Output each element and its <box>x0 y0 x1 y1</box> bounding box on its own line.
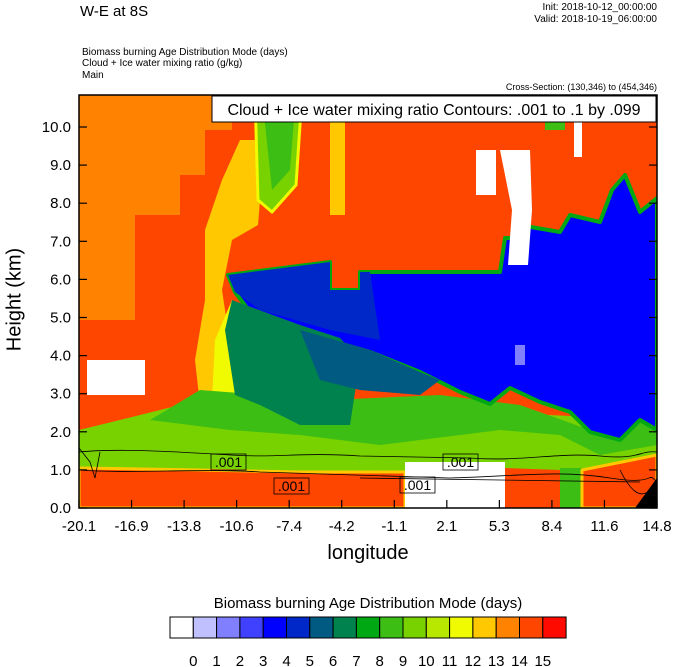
colorbar-box <box>472 616 497 639</box>
colorbar-box <box>192 616 218 639</box>
y-tick-label: 6.0 <box>50 271 71 288</box>
x-tick-label: -7.4 <box>276 518 302 535</box>
colorbar-label: 8 <box>376 653 384 667</box>
field-region-boundary-green <box>560 468 582 508</box>
x-tick-label: 14.8 <box>642 518 671 535</box>
contour-label: .001 <box>404 477 431 493</box>
field-region-white-top <box>574 122 582 157</box>
contour-label-box <box>273 477 310 495</box>
y-tick-label: 3.0 <box>50 386 71 403</box>
subtitle-mode: Biomass burning Age Distribution Mode (d… <box>82 47 288 58</box>
field-region-5-6 <box>300 330 440 395</box>
contour-label-box <box>399 476 436 494</box>
colorbar-label: 6 <box>329 653 337 667</box>
plot-frame <box>78 94 658 509</box>
cross-section-label: Cross-Section: (130,346) to (454,346) <box>505 82 657 92</box>
y-tick-label: 10.0 <box>42 119 71 136</box>
x-axis-title: longitude <box>327 542 409 564</box>
contour-label: .001 <box>447 454 474 470</box>
colorbar-label: 11 <box>442 653 458 667</box>
subtitle-cloud: Cloud + Ice water mixing ratio (g/kg) <box>82 58 243 69</box>
colorbar-box <box>286 616 311 639</box>
x-tick-label: -13.8 <box>167 518 201 535</box>
colorbar-box <box>519 616 544 639</box>
x-tick-label: -16.9 <box>114 518 148 535</box>
x-tick-label: -1.1 <box>381 518 407 535</box>
colorbar-label: 3 <box>259 653 267 667</box>
x-tick-label: 5.3 <box>489 518 510 535</box>
contour-line <box>79 449 657 460</box>
contour-line <box>359 477 641 483</box>
x-tick-label: 2.1 <box>436 518 457 535</box>
contour-label-box <box>210 453 247 471</box>
colorbar-box <box>495 616 521 639</box>
field-region-6-7 <box>225 300 360 425</box>
x-tick-label: 11.6 <box>590 518 618 535</box>
colorbar-label: 9 <box>399 653 407 667</box>
colorbar-box <box>262 616 288 639</box>
colorbar-label: 0 <box>189 653 197 667</box>
colorbar-box <box>355 616 381 639</box>
field-region-patch <box>330 100 345 215</box>
valid-time: Valid: 2018-10-19_06:00:00 <box>534 14 657 25</box>
y-tick-label: 5.0 <box>50 310 71 327</box>
field-region-13-14 <box>79 95 232 320</box>
field-region-white-b <box>500 150 532 265</box>
contour-label: .001 <box>278 478 305 494</box>
colorbar-label: 14 <box>511 653 528 667</box>
colorbar-box <box>379 616 404 639</box>
y-tick-label: 1.0 <box>50 462 71 479</box>
plot-title: W-E at 8S <box>80 3 149 20</box>
field-region-0-1-boundary <box>405 462 505 508</box>
colorbar-title: Biomass burning Age Distribution Mode (d… <box>213 595 523 612</box>
colorbar-box <box>402 616 427 639</box>
colorbar-label: 4 <box>282 653 290 667</box>
field-region-1-2 <box>515 345 525 365</box>
subtitle-main: Main <box>82 70 104 81</box>
field-region-white-a <box>476 150 496 195</box>
x-tick-label: -10.6 <box>220 518 254 535</box>
colorbar-label: 10 <box>418 653 435 667</box>
y-axis-title: Height (km) <box>3 247 26 352</box>
y-tick-label: 8.0 <box>50 195 71 212</box>
colorbar-label: 1 <box>212 653 220 667</box>
colorbar-box <box>449 616 474 639</box>
colorbar-label: 13 <box>488 653 505 667</box>
x-tick-label: -20.1 <box>62 518 96 535</box>
field-region-boundary-mid <box>505 468 560 508</box>
y-tick-label: 2.0 <box>50 424 71 441</box>
colorbar-label: 12 <box>465 653 482 667</box>
y-tick-label: 9.0 <box>50 157 71 174</box>
contour-label-box <box>442 453 479 471</box>
colorbar-box <box>239 616 264 639</box>
colorbar-label: 15 <box>534 653 551 667</box>
colorbar-box <box>542 616 567 639</box>
colorbar-box <box>216 616 241 639</box>
y-tick-label: 0.0 <box>50 500 71 517</box>
colorbar-label: 5 <box>306 653 314 667</box>
colorbar-label: 2 <box>236 653 244 667</box>
field-region-white-low <box>87 360 145 395</box>
colorbar-box <box>169 616 194 639</box>
x-tick-label: -4.2 <box>329 518 355 535</box>
field-region-boundary-left <box>79 466 407 508</box>
y-tick-label: 4.0 <box>50 348 71 365</box>
x-tick-label: 8.4 <box>541 518 562 535</box>
field-region-4-5 <box>228 262 380 340</box>
contour-line <box>79 469 657 483</box>
contour-label: .001 <box>215 454 242 470</box>
colorbar-label: 7 <box>352 653 360 667</box>
contour-info-box <box>211 95 657 123</box>
contour-info-text: Cloud + Ice water mixing ratio Contours:… <box>227 102 640 119</box>
colorbar-box <box>425 616 451 639</box>
contour-line <box>79 447 651 495</box>
y-tick-label: 7.0 <box>50 233 71 250</box>
init-time: Init: 2018-10-12_00:00:00 <box>542 2 657 13</box>
field-layer <box>79 95 657 508</box>
field-region-12-13 <box>195 140 265 405</box>
colorbar-box <box>309 616 334 639</box>
colorbar-box <box>332 616 357 639</box>
